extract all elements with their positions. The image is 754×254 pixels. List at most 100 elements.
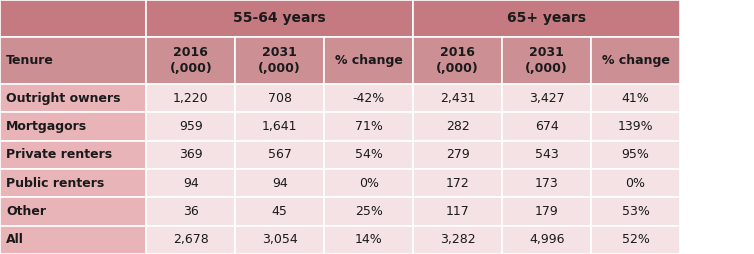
Bar — [235, 140, 324, 169]
Text: 0%: 0% — [626, 177, 645, 189]
Text: 25%: 25% — [355, 205, 382, 218]
Text: Other: Other — [6, 205, 46, 218]
Bar — [591, 140, 680, 169]
Bar — [146, 140, 235, 169]
Bar — [146, 37, 235, 84]
Bar — [235, 169, 324, 197]
Text: 36: 36 — [183, 205, 198, 218]
Text: All: All — [6, 233, 24, 246]
Bar — [0, 84, 146, 112]
Bar — [591, 197, 680, 226]
Text: Outright owners: Outright owners — [6, 91, 121, 104]
Bar — [146, 226, 235, 254]
Text: 54%: 54% — [355, 148, 382, 161]
Bar — [502, 226, 591, 254]
Bar — [502, 84, 591, 112]
Text: 65+ years: 65+ years — [507, 11, 586, 25]
Text: 1,641: 1,641 — [262, 120, 298, 133]
Bar — [591, 169, 680, 197]
Bar — [502, 37, 591, 84]
Bar — [0, 140, 146, 169]
Text: 282: 282 — [446, 120, 470, 133]
Text: 3,282: 3,282 — [440, 233, 476, 246]
Text: 53%: 53% — [622, 205, 649, 218]
Text: -42%: -42% — [353, 91, 385, 104]
Bar — [413, 140, 502, 169]
Text: Private renters: Private renters — [6, 148, 112, 161]
Bar — [413, 0, 680, 37]
Bar — [413, 112, 502, 140]
Bar — [235, 37, 324, 84]
Bar — [324, 37, 413, 84]
Bar — [413, 37, 502, 84]
Bar — [413, 197, 502, 226]
Text: 3,054: 3,054 — [262, 233, 298, 246]
Text: 543: 543 — [535, 148, 559, 161]
Bar — [591, 226, 680, 254]
Bar — [0, 226, 146, 254]
Text: % change: % change — [602, 54, 670, 67]
Bar — [0, 112, 146, 140]
Bar — [0, 169, 146, 197]
Bar — [413, 169, 502, 197]
Text: 2,431: 2,431 — [440, 91, 476, 104]
Text: 2016
(,000): 2016 (,000) — [437, 46, 479, 75]
Text: 71%: 71% — [355, 120, 382, 133]
Bar — [0, 0, 146, 37]
Bar — [324, 84, 413, 112]
Text: 1,220: 1,220 — [173, 91, 209, 104]
Text: 2016
(,000): 2016 (,000) — [170, 46, 212, 75]
Bar — [502, 140, 591, 169]
Bar — [146, 169, 235, 197]
Text: 179: 179 — [535, 205, 559, 218]
Text: 14%: 14% — [355, 233, 382, 246]
Text: 45: 45 — [271, 205, 288, 218]
Text: 52%: 52% — [622, 233, 649, 246]
Bar — [146, 0, 413, 37]
Text: 95%: 95% — [622, 148, 649, 161]
Text: 2031
(,000): 2031 (,000) — [259, 46, 301, 75]
Bar — [502, 197, 591, 226]
Text: 279: 279 — [446, 148, 470, 161]
Text: 2031
(,000): 2031 (,000) — [526, 46, 568, 75]
Text: 94: 94 — [272, 177, 287, 189]
Bar — [502, 112, 591, 140]
Bar — [324, 197, 413, 226]
Text: 4,996: 4,996 — [529, 233, 565, 246]
Text: 94: 94 — [183, 177, 198, 189]
Bar — [235, 197, 324, 226]
Text: 55-64 years: 55-64 years — [234, 11, 326, 25]
Bar — [591, 84, 680, 112]
Text: 708: 708 — [268, 91, 292, 104]
Bar — [324, 112, 413, 140]
Text: 172: 172 — [446, 177, 470, 189]
Bar — [413, 226, 502, 254]
Bar — [324, 169, 413, 197]
Bar — [413, 84, 502, 112]
Text: Mortgagors: Mortgagors — [6, 120, 87, 133]
Text: 2,678: 2,678 — [173, 233, 209, 246]
Text: Public renters: Public renters — [6, 177, 104, 189]
Text: 173: 173 — [535, 177, 559, 189]
Bar — [324, 140, 413, 169]
Bar — [235, 226, 324, 254]
Bar — [502, 169, 591, 197]
Bar — [0, 37, 146, 84]
Text: 369: 369 — [179, 148, 203, 161]
Bar — [591, 37, 680, 84]
Text: % change: % change — [335, 54, 403, 67]
Bar — [146, 112, 235, 140]
Text: Tenure: Tenure — [6, 54, 54, 67]
Bar — [235, 84, 324, 112]
Text: 0%: 0% — [359, 177, 379, 189]
Text: 567: 567 — [268, 148, 292, 161]
Bar — [235, 112, 324, 140]
Text: 139%: 139% — [618, 120, 654, 133]
Text: 959: 959 — [179, 120, 203, 133]
Bar — [324, 226, 413, 254]
Text: 41%: 41% — [622, 91, 649, 104]
Text: 117: 117 — [446, 205, 470, 218]
Bar — [0, 197, 146, 226]
Text: 3,427: 3,427 — [529, 91, 565, 104]
Bar — [591, 112, 680, 140]
